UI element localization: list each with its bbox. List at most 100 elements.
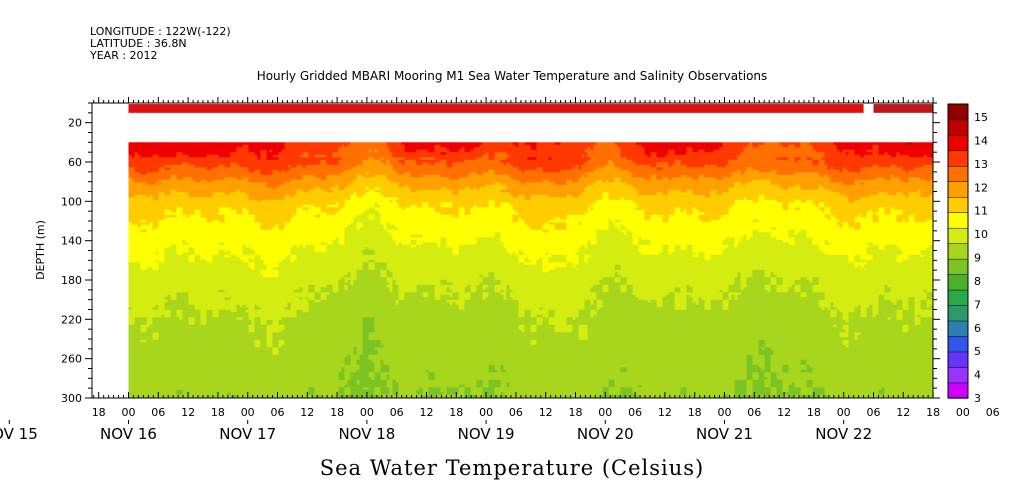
heatmap-cell bbox=[146, 194, 151, 198]
heatmap-cell bbox=[170, 387, 175, 391]
heatmap-cell bbox=[185, 269, 190, 273]
heatmap-cell bbox=[182, 339, 187, 343]
heatmap-cell bbox=[152, 279, 157, 283]
heatmap-cell bbox=[185, 264, 190, 268]
heatmap-cell bbox=[185, 214, 190, 218]
heatmap-cell bbox=[149, 384, 154, 388]
heatmap-cell bbox=[182, 237, 187, 241]
heatmap-cell bbox=[149, 149, 154, 153]
heatmap-cell bbox=[173, 312, 178, 316]
heatmap-cell bbox=[137, 214, 142, 218]
heatmap-cell bbox=[152, 364, 157, 368]
heatmap-cell bbox=[173, 154, 178, 158]
heatmap-cell bbox=[146, 259, 151, 263]
heatmap-cell bbox=[149, 344, 154, 348]
heatmap-cell bbox=[167, 364, 172, 368]
heatmap-cell bbox=[128, 267, 133, 271]
heatmap-cell bbox=[179, 212, 184, 216]
heatmap-cell bbox=[128, 387, 133, 391]
heatmap-cell bbox=[140, 232, 145, 236]
heatmap-cell bbox=[161, 387, 166, 391]
heatmap-cell bbox=[155, 302, 160, 306]
heatmap-cell bbox=[182, 209, 187, 213]
heatmap-cell bbox=[176, 267, 181, 271]
heatmap-cell bbox=[173, 319, 178, 323]
heatmap-cell bbox=[170, 267, 175, 271]
heatmap-cell bbox=[137, 197, 142, 201]
heatmap-cell bbox=[161, 192, 166, 196]
heatmap-cell bbox=[167, 289, 172, 293]
heatmap-cell bbox=[161, 299, 166, 303]
heatmap-cell bbox=[158, 352, 163, 356]
heatmap-cell bbox=[134, 342, 139, 346]
heatmap-cell bbox=[140, 179, 145, 183]
heatmap-cell bbox=[155, 377, 160, 381]
heatmap-cell bbox=[179, 364, 184, 368]
heatmap-cell bbox=[182, 152, 187, 156]
heatmap-cell bbox=[161, 304, 166, 308]
heatmap-cell bbox=[155, 394, 160, 398]
heatmap-cell bbox=[179, 334, 184, 338]
heatmap-cell bbox=[173, 204, 178, 208]
heatmap-cell bbox=[170, 232, 175, 236]
heatmap-cell bbox=[134, 182, 139, 186]
heatmap-cell bbox=[140, 372, 145, 376]
heatmap-cell bbox=[164, 347, 169, 351]
heatmap-cell bbox=[164, 282, 169, 286]
heatmap-cell bbox=[167, 252, 172, 256]
heatmap-cell bbox=[182, 162, 187, 166]
heatmap-cell bbox=[182, 394, 187, 398]
heatmap-cell bbox=[155, 279, 160, 283]
heatmap-cell bbox=[137, 192, 142, 196]
heatmap-cell bbox=[185, 354, 190, 358]
latitude-label: LATITUDE : 36.8N bbox=[90, 37, 187, 50]
heatmap-cell bbox=[131, 372, 136, 376]
heatmap-cell bbox=[149, 192, 154, 196]
heatmap-cell bbox=[152, 339, 157, 343]
heatmap-cell bbox=[185, 227, 190, 231]
heatmap-cell bbox=[161, 264, 166, 268]
heatmap-cell bbox=[152, 319, 157, 323]
heatmap-cell bbox=[170, 357, 175, 361]
heatmap-cell bbox=[167, 204, 172, 208]
heatmap-cell bbox=[128, 187, 133, 191]
heatmap-cell bbox=[131, 189, 136, 193]
heatmap-cell bbox=[170, 344, 175, 348]
heatmap-cell bbox=[155, 272, 160, 276]
heatmap-cell bbox=[152, 222, 157, 226]
heatmap-cell bbox=[131, 167, 136, 171]
heatmap-cell bbox=[155, 274, 160, 278]
heatmap-cell bbox=[182, 257, 187, 261]
heatmap-cell bbox=[149, 289, 154, 293]
heatmap-cell bbox=[143, 357, 148, 361]
heatmap-cell bbox=[158, 292, 163, 296]
heatmap-cell bbox=[146, 199, 151, 203]
heatmap-cell bbox=[149, 322, 154, 326]
heatmap-cell bbox=[134, 164, 139, 168]
heatmap-cell bbox=[161, 197, 166, 201]
heatmap-cell bbox=[137, 254, 142, 258]
heatmap-cell bbox=[158, 364, 163, 368]
heatmap-cell bbox=[134, 302, 139, 306]
heatmap-cell bbox=[179, 202, 184, 206]
heatmap-cell bbox=[140, 264, 145, 268]
heatmap-cell bbox=[164, 199, 169, 203]
heatmap-cell bbox=[155, 359, 160, 363]
heatmap-cell bbox=[164, 279, 169, 283]
heatmap-cell bbox=[149, 197, 154, 201]
heatmap-cell bbox=[179, 329, 184, 333]
heatmap-cell bbox=[182, 259, 187, 263]
heatmap-cell bbox=[161, 289, 166, 293]
heatmap-cell bbox=[182, 247, 187, 251]
heatmap-cell bbox=[182, 344, 187, 348]
heatmap-cell bbox=[173, 202, 178, 206]
heatmap-cell bbox=[137, 257, 142, 261]
heatmap-cell bbox=[146, 189, 151, 193]
heatmap-cell bbox=[179, 157, 184, 161]
heatmap-cell bbox=[185, 359, 190, 363]
heatmap-cell bbox=[134, 207, 139, 211]
heatmap-cell bbox=[185, 367, 190, 371]
heatmap-cell bbox=[179, 192, 184, 196]
heatmap-cell bbox=[173, 152, 178, 156]
heatmap-cell bbox=[170, 187, 175, 191]
